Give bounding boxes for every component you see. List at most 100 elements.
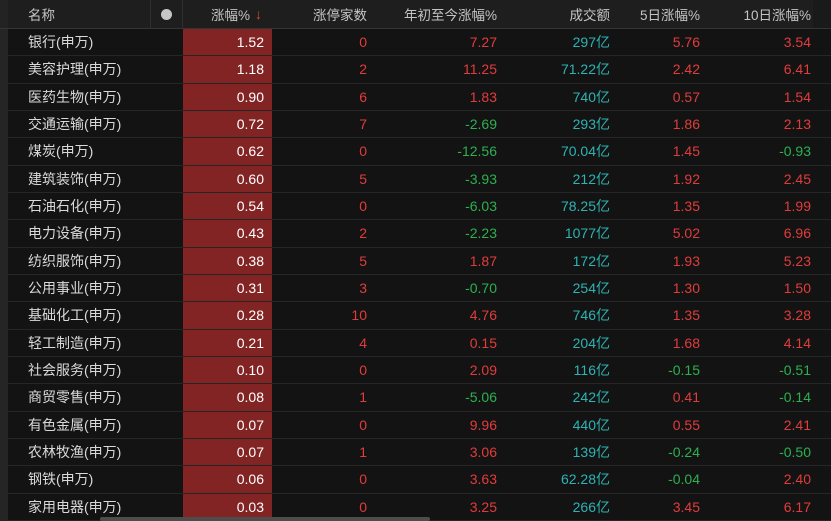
cell-ytd-change: 9.96 [469,416,497,433]
cell-turnover: 242亿 [572,389,610,406]
cell-turnover: 266亿 [572,498,610,515]
row-spacer [813,302,831,328]
column-header-turnover[interactable]: 成交额 [500,0,612,28]
table-row[interactable]: 社会服务(申万) 0.10 0 2.09 116亿 -0.15 -0.51 [0,356,831,385]
row-spacer [813,439,831,465]
table-row[interactable]: 美容护理(申万) 1.18 2 11.25 71.22亿 2.42 6.41 [0,56,831,84]
column-header-limit-up[interactable]: 涨停家数 [272,0,372,28]
table-row[interactable]: 石油石化(申万) 0.54 0 -6.03 78.25亿 1.35 1.99 [0,192,831,221]
cell-turnover: 254亿 [572,280,610,297]
cell-ytd-change: -0.70 [465,280,497,297]
cell-dot [150,193,183,219]
row-spacer [813,466,831,492]
cell-change-percent: 0.03 [183,493,272,520]
table-row[interactable]: 医药生物(申万) 0.90 6 1.83 740亿 0.57 1.54 [0,83,831,111]
cell-change-percent: 0.54 [183,192,272,220]
cell-10day-change: 1.54 [783,88,811,105]
dot-icon [161,8,172,20]
cell-sector-name: 建筑装饰(申万) [28,170,122,187]
cell-dot [150,494,183,520]
cell-sector-name: 公用事业(申万) [28,280,122,297]
cell-change-percent: 0.90 [183,83,272,110]
cell-ytd-change: 4.76 [469,307,497,324]
column-header-5day[interactable]: 5日涨幅% [612,0,703,28]
cell-dot [150,84,183,110]
cell-10day-change: -0.50 [779,444,811,461]
cell-ytd-change: 1.87 [469,252,497,269]
column-header-change[interactable]: 涨幅% ↓ [183,0,272,28]
table-row[interactable]: 家用电器(申万) 0.03 0 3.25 266亿 3.45 6.17 [0,493,831,521]
cell-5day-change: 3.45 [672,498,700,515]
cell-sector-name: 美容护理(申万) [28,61,122,78]
table-row[interactable]: 基础化工(申万) 0.28 10 4.76 746亿 1.35 3.28 [0,302,831,330]
cell-turnover: 62.28亿 [560,471,610,488]
cell-change-percent: 0.06 [183,466,272,493]
cell-ytd-change: -3.93 [465,170,497,187]
cell-5day-change: 1.30 [672,280,700,297]
column-header-name[interactable]: 名称 [8,0,150,28]
table-row[interactable]: 钢铁(申万) 0.06 0 3.63 62.28亿 -0.04 2.40 [0,466,831,494]
cell-ytd-change: 0.15 [469,334,497,351]
column-header-ytd[interactable]: 年初至今涨幅% [372,0,500,28]
row-spacer [813,138,831,164]
row-spacer [813,330,831,356]
row-gutter [0,192,8,220]
cell-5day-change: 0.57 [672,88,700,105]
cell-ytd-change: 1.83 [469,88,497,105]
cell-dot [150,466,183,492]
table-row[interactable]: 农林牧渔(申万) 0.07 1 3.06 139亿 -0.24 -0.50 [0,438,831,467]
cell-ytd-change: -2.23 [465,225,497,242]
cell-10day-change: 2.40 [783,471,811,488]
cell-5day-change: -0.04 [668,471,700,488]
cell-sector-name: 社会服务(申万) [28,362,122,379]
row-spacer [813,248,831,274]
cell-sector-name: 石油石化(申万) [28,198,122,215]
table-row[interactable]: 公用事业(申万) 0.31 3 -0.70 254亿 1.30 1.50 [0,274,831,303]
cell-dot [150,357,183,383]
column-header-dot[interactable] [150,0,183,28]
horizontal-scrollbar-thumb[interactable] [100,517,430,521]
cell-dot [150,302,183,328]
cell-5day-change: 1.35 [672,198,700,215]
left-gutter [0,0,8,28]
table-row[interactable]: 轻工制造(申万) 0.21 4 0.15 204亿 1.68 4.14 [0,329,831,357]
cell-10day-change: -0.14 [779,389,811,406]
row-gutter [0,411,8,438]
cell-dot [150,275,183,301]
cell-turnover: 71.22亿 [560,61,610,78]
cell-turnover: 116亿 [573,362,610,379]
cell-5day-change: 1.93 [672,252,700,269]
row-spacer [813,220,831,246]
cell-turnover: 204亿 [572,334,610,351]
cell-limit-up-count: 0 [359,34,367,51]
cell-ytd-change: 7.27 [469,34,497,51]
cell-10day-change: 6.41 [783,61,811,78]
cell-5day-change: 1.45 [672,143,700,160]
cell-5day-change: 1.92 [672,170,700,187]
cell-limit-up-count: 0 [359,198,367,215]
cell-5day-change: -0.15 [668,362,700,379]
cell-ytd-change: 3.25 [469,498,497,515]
cell-change-percent: 0.72 [183,110,272,138]
cell-limit-up-count: 0 [359,362,367,379]
column-header-10day[interactable]: 10日涨幅% [703,0,813,28]
row-gutter [0,329,8,356]
cell-limit-up-count: 1 [359,444,367,461]
table-row[interactable]: 商贸零售(申万) 0.08 1 -5.06 242亿 0.41 -0.14 [0,384,831,412]
table-row[interactable]: 有色金属(申万) 0.07 0 9.96 440亿 0.55 2.41 [0,411,831,439]
row-spacer [813,193,831,219]
cell-turnover: 172亿 [572,252,610,269]
table-row[interactable]: 建筑装饰(申万) 0.60 5 -3.93 212亿 1.92 2.45 [0,165,831,193]
table-row[interactable]: 电力设备(申万) 0.43 2 -2.23 1077亿 5.02 6.96 [0,220,831,248]
cell-limit-up-count: 0 [359,416,367,433]
cell-turnover: 440亿 [572,416,610,433]
row-spacer [813,275,831,301]
table-row[interactable]: 交通运输(申万) 0.72 7 -2.69 293亿 1.86 2.13 [0,110,831,139]
table-row[interactable]: 纺织服饰(申万) 0.38 5 1.87 172亿 1.93 5.23 [0,247,831,275]
cell-limit-up-count: 4 [359,334,367,351]
cell-ytd-change: -6.03 [465,198,497,215]
row-spacer [813,29,831,55]
table-row[interactable]: 煤炭(申万) 0.62 0 -12.56 70.04亿 1.45 -0.93 [0,138,831,166]
header-spacer [813,0,831,28]
table-row[interactable]: 银行(申万) 1.52 0 7.27 297亿 5.76 3.54 [0,29,831,57]
